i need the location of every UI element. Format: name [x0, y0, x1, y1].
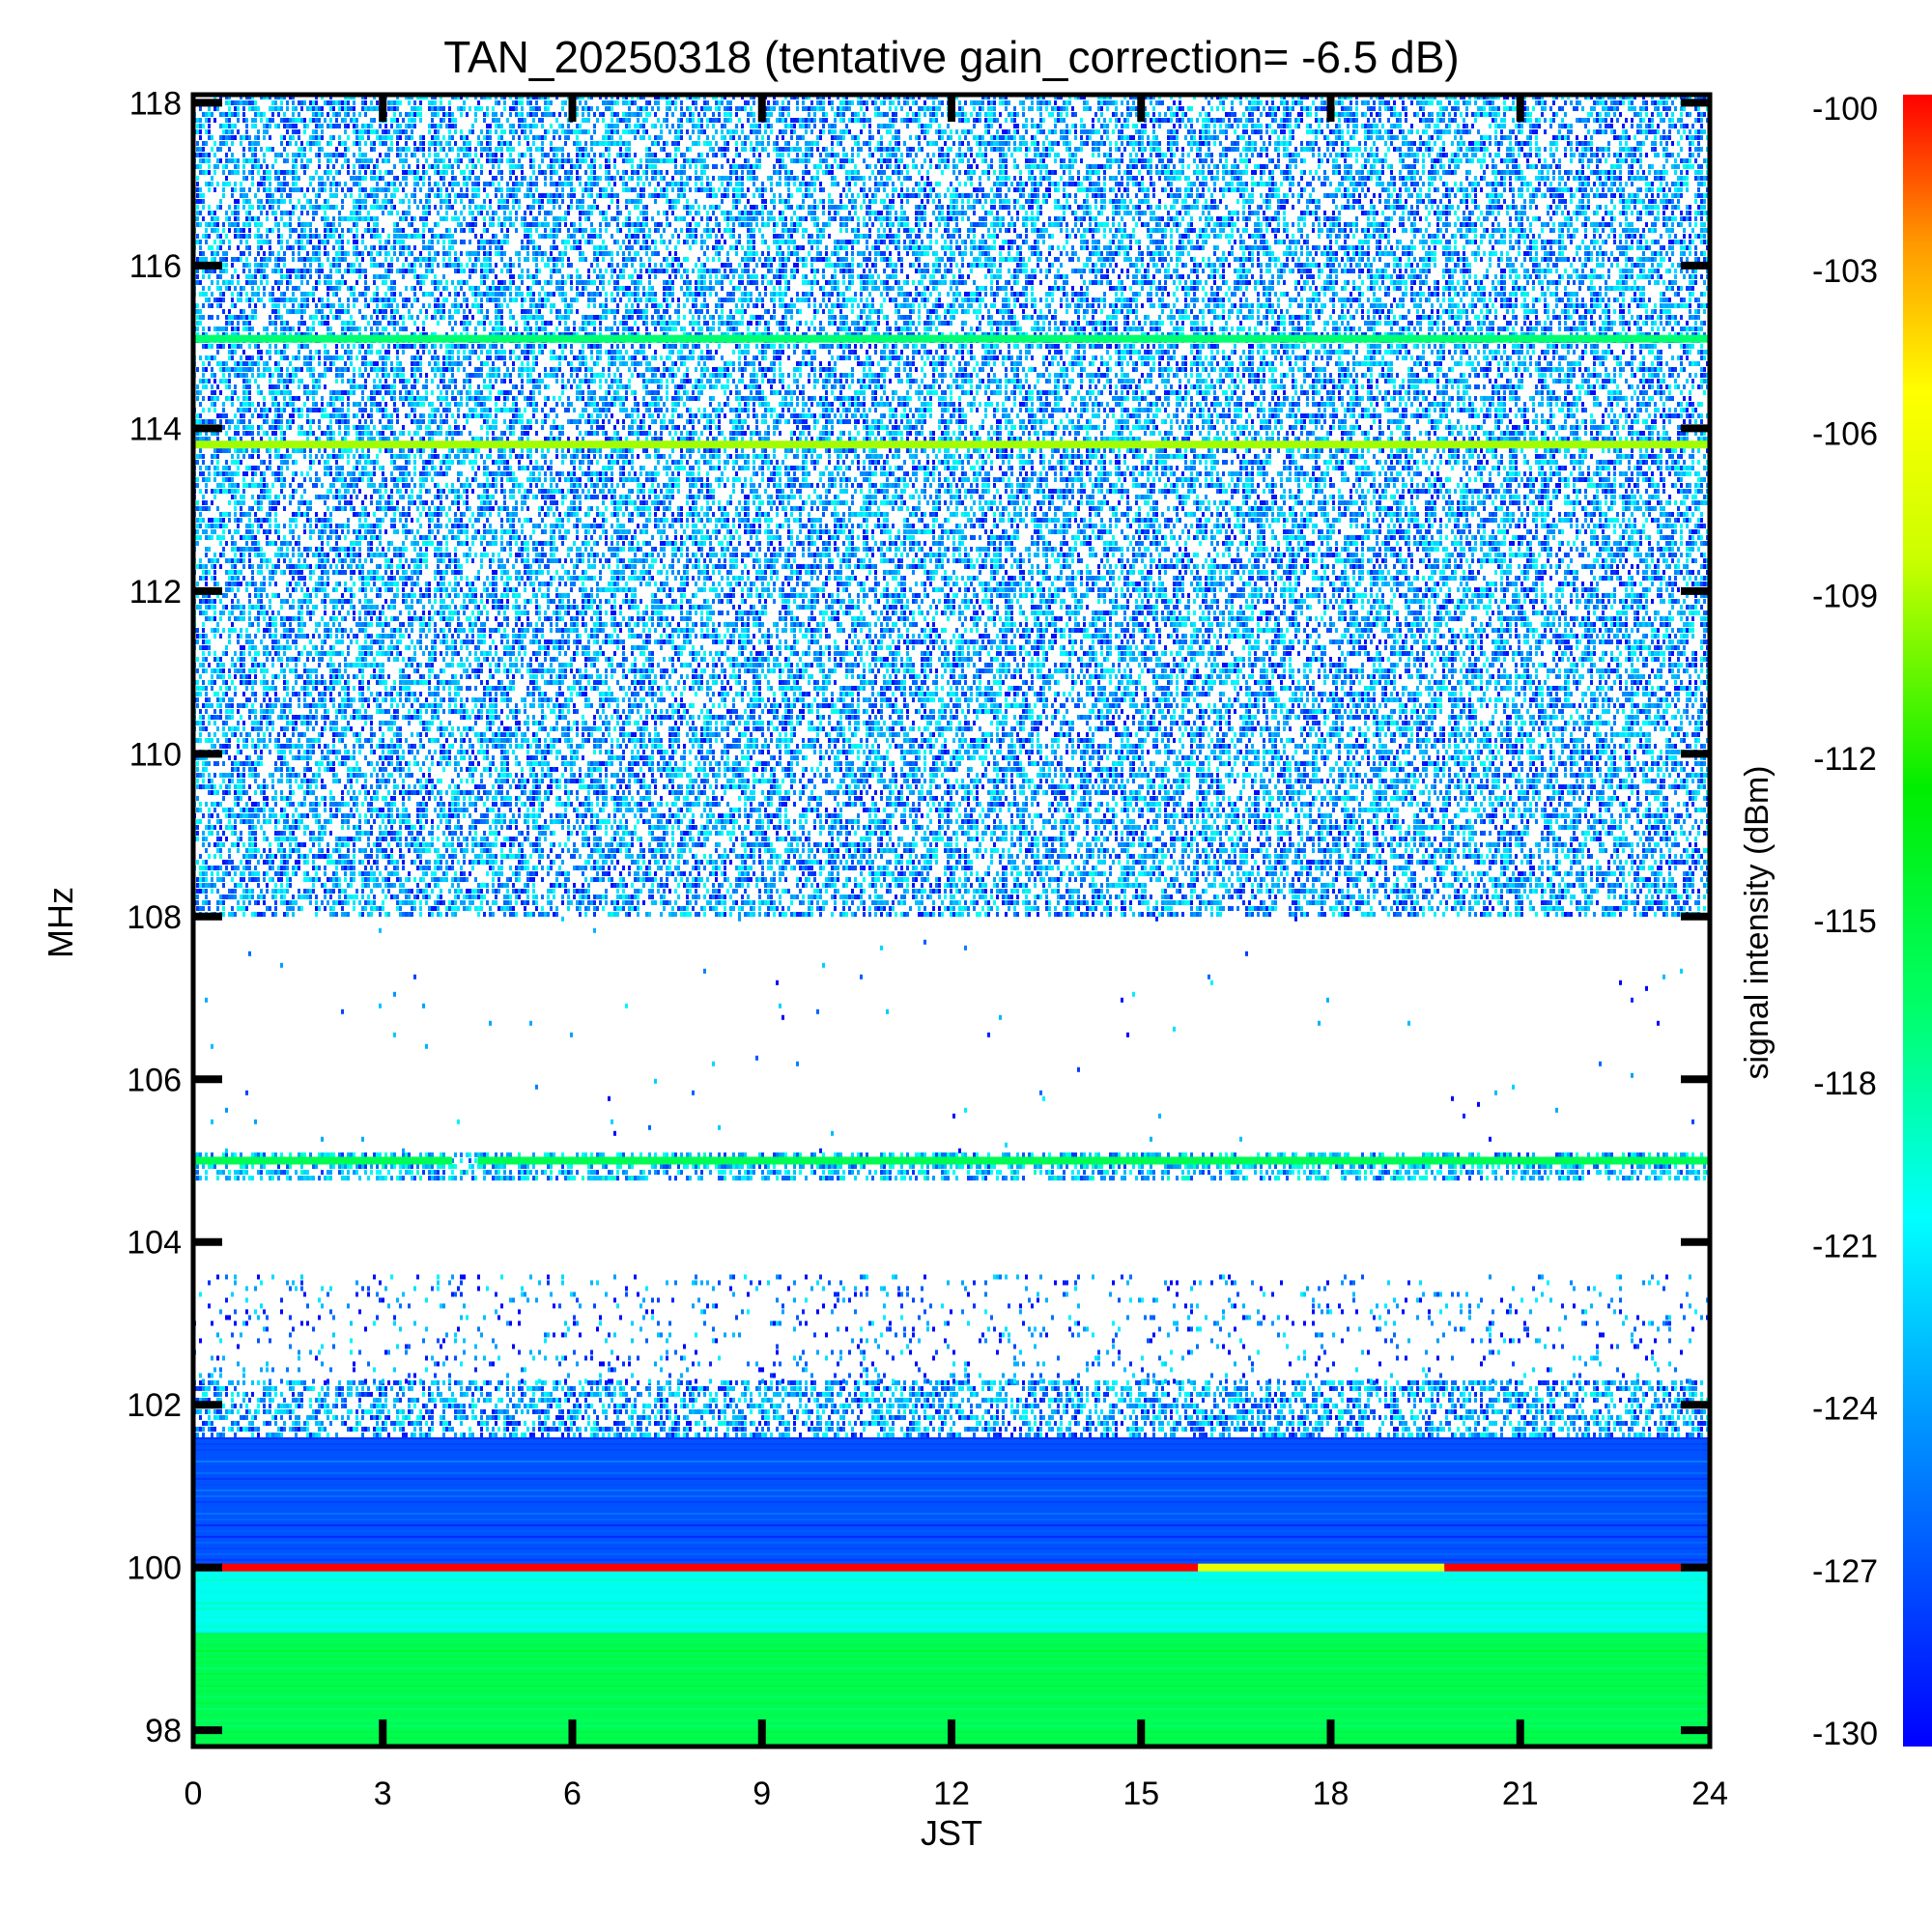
signal-line-0-2 — [1444, 1564, 1710, 1572]
colorbar-tick-label: -130 — [1812, 1716, 1878, 1752]
colorbar-tick-label: -100 — [1812, 91, 1878, 128]
x-tick-label: 21 — [1502, 1776, 1539, 1812]
colorbar-tick-label: -103 — [1812, 253, 1878, 290]
x-tick-label: 24 — [1691, 1776, 1728, 1812]
y-tick-label: 112 — [129, 574, 182, 611]
y-tick-label: 98 — [145, 1713, 182, 1749]
colorbar-tick-label: -106 — [1812, 415, 1878, 452]
colorbar-tick-label: -112 — [1813, 741, 1877, 778]
band-1 — [193, 1568, 1710, 1634]
y-tick-label: 102 — [127, 1387, 182, 1424]
signal-line-1-1 — [477, 1156, 1710, 1164]
x-tick-label: 3 — [374, 1776, 392, 1812]
band-6 — [205, 917, 1694, 1153]
x-tick-label: 9 — [753, 1776, 771, 1812]
x-tick-label: 0 — [185, 1776, 203, 1812]
x-tick-labels: 0 3 6 9 12 15 18 21 24 — [185, 1776, 1728, 1812]
y-tick-label: 104 — [127, 1225, 182, 1262]
signal-line-1-0 — [193, 1156, 452, 1164]
y-tick-label: 110 — [129, 736, 182, 773]
signal-line-0-1 — [1198, 1564, 1444, 1572]
x-tick-label: 6 — [563, 1776, 582, 1812]
y-tick-label: 100 — [127, 1550, 182, 1587]
x-tick-label: 15 — [1122, 1776, 1159, 1812]
y-tick-label: 118 — [129, 85, 182, 122]
y-tick-label: 116 — [129, 248, 182, 285]
colorbar-tick-label: -127 — [1812, 1553, 1878, 1590]
band-5 — [193, 1152, 1712, 1180]
colorbar-labels: -100 -103 -106 -109 -112 -115 -118 -121 -124 -127… — [1812, 91, 1878, 1752]
colorbar-tick-label: -115 — [1813, 903, 1877, 940]
signal-line-0-0 — [193, 1564, 1198, 1572]
colorbar-tick-label: -121 — [1812, 1228, 1878, 1264]
band-3 — [193, 1380, 1712, 1437]
band-4 — [193, 1274, 1712, 1383]
y-tick-labels: 98 100 102 104 106 108 110 112 114 116 118 — [127, 85, 182, 1749]
y-tick-label: 106 — [127, 1062, 182, 1098]
spectrogram-chart: TAN_20250318 (tentative gain_correction=… — [0, 0, 1932, 1932]
plot-area — [193, 95, 1712, 1747]
y-tick-label: 114 — [129, 411, 182, 447]
colorbar-tick-label: -118 — [1813, 1065, 1877, 1102]
x-tick-label: 12 — [933, 1776, 970, 1812]
chart-title: TAN_20250318 (tentative gain_correction=… — [443, 32, 1459, 82]
x-axis-label: JST — [921, 1813, 982, 1853]
signal-line-2-0 — [193, 440, 1710, 448]
y-tick-label: 108 — [127, 899, 182, 936]
colorbar-label: signal intensity (dBm) — [1739, 765, 1776, 1079]
x-tick-label: 18 — [1313, 1776, 1350, 1812]
colorbar — [1903, 95, 1932, 1747]
y-axis-label: MHz — [41, 887, 80, 958]
band-2 — [193, 1437, 1710, 1568]
colorbar-tick-label: -109 — [1812, 579, 1878, 615]
signal-line-3-0 — [193, 335, 1710, 343]
colorbar-tick-label: -124 — [1812, 1391, 1878, 1428]
band-7 — [193, 95, 1712, 917]
